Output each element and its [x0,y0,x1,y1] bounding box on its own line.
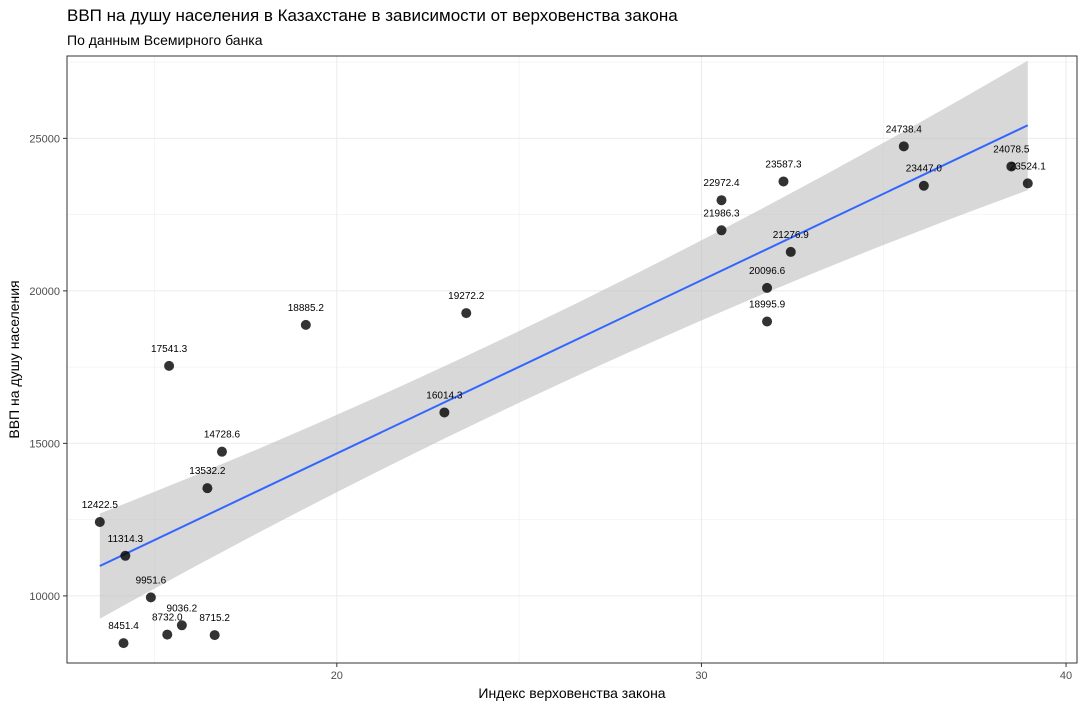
confidence-band [99,60,1028,619]
data-point [439,407,450,418]
y-tick-label: 20000 [29,286,60,298]
data-point [202,483,213,494]
point-label: 18995.9 [749,299,786,310]
y-axis-title: ВВП на душу населения [6,280,22,438]
point-label: 24078.5 [993,144,1030,155]
point-label: 17541.3 [151,344,188,355]
point-label: 20096.6 [749,266,786,277]
point-label: 19272.2 [448,291,485,302]
data-point [762,316,773,327]
point-label: 23524.1 [1010,161,1047,172]
point-label: 9951.6 [136,575,167,586]
trend-line [99,124,1029,567]
point-label: 9036.2 [167,603,198,614]
y-tick-label: 25000 [29,133,60,145]
tick-layer: 20 30 40 10000 15000 20000 25000 [29,133,1072,682]
points-layer [94,141,1033,649]
point-label: 23587.3 [765,159,802,170]
chart-title: ВВП на душу населения в Казахстане в зав… [67,6,678,25]
data-point [716,225,727,236]
data-point [120,550,131,561]
point-label: 8732.0 [152,613,183,624]
point-labels-layer: 12422.5 11314.3 8451.4 9951.6 8732.09036.287… [82,124,1047,632]
point-label: 16014.3 [426,390,463,401]
point-label: 8451.4 [108,621,139,632]
data-point [162,629,173,640]
data-point [785,246,796,257]
data-point [118,638,129,649]
confidence-band-layer [99,60,1028,619]
point-label: 23447.0 [906,164,943,175]
x-axis-title: Индекс верховенства закона [478,685,665,701]
chart-subtitle: По данным Всемирного банка [67,32,263,48]
point-label: 11314.3 [108,534,144,545]
data-point [716,195,727,206]
point-label: 8715.2 [199,613,230,624]
point-label: 22972.4 [703,178,740,189]
point-label: 21276.9 [773,230,810,241]
data-point [778,176,789,187]
x-tick-label: 30 [695,670,707,682]
data-point [1006,161,1017,172]
data-point [216,446,227,457]
data-point [762,282,773,293]
x-tick-label: 40 [1060,670,1072,682]
data-point [300,319,311,330]
x-tick-label: 20 [331,670,343,682]
point-label: 12422.5 [82,500,119,511]
point-label: 21986.3 [703,208,740,219]
point-label: 14728.6 [204,430,241,441]
data-point [94,517,105,528]
data-point [164,360,175,371]
y-tick-label: 10000 [29,591,60,603]
trend-line-layer [99,124,1029,567]
point-label: 24738.4 [886,124,923,135]
data-point [145,592,156,603]
data-point [918,180,929,191]
point-label: 13532.2 [189,466,226,477]
point-label: 18885.2 [288,303,325,314]
y-tick-label: 15000 [29,438,60,450]
plot-panel-border [66,55,1078,664]
data-point [461,308,472,319]
data-point [898,141,909,152]
data-point [1022,178,1033,189]
data-point [176,620,187,631]
data-point [209,630,220,641]
